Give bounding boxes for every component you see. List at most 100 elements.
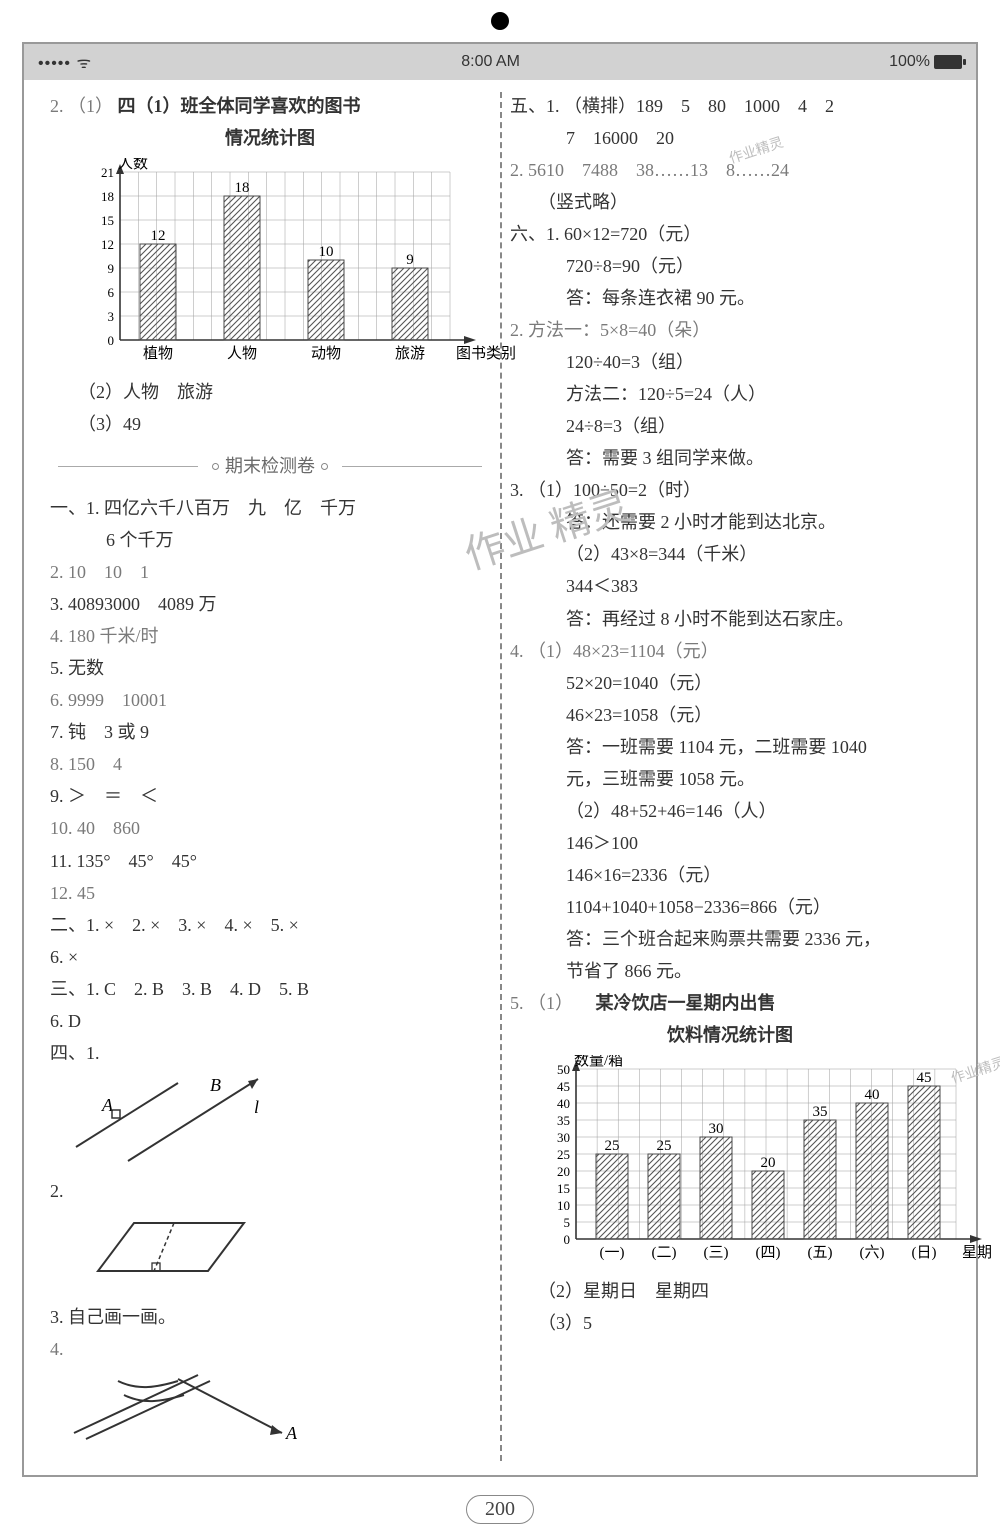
svg-text:25: 25: [557, 1147, 570, 1162]
s6-1a: 六、1. 60×12=720（元）: [510, 218, 950, 250]
svg-text:9: 9: [406, 252, 414, 268]
svg-text:25: 25: [657, 1138, 672, 1154]
battery-text: 100%: [889, 53, 930, 71]
svg-text:50: 50: [557, 1062, 570, 1077]
s6-2e: 答：需要 3 组同学来做。: [510, 442, 950, 474]
svg-text:A: A: [285, 1423, 298, 1443]
chart2-bar-chart: 05101520253035404550数量/箱25(一)25(二)30(三)2…: [536, 1055, 950, 1271]
geometry-fig-2: [58, 1209, 490, 1299]
svg-text:45: 45: [917, 1070, 932, 1086]
s6-3e: 答：再经过 8 小时不能到达石家庄。: [510, 603, 950, 635]
s1-5: 5. 无数: [50, 652, 490, 684]
svg-text:(六): (六): [860, 1244, 885, 1261]
chart1-bar-chart: 036912151821人数12植物18人物10动物9旅游图书类别: [76, 158, 490, 372]
svg-text:45: 45: [557, 1079, 570, 1094]
s4-2: 2.: [50, 1175, 490, 1207]
svg-text:10: 10: [557, 1198, 570, 1213]
s3-6: 6. D: [50, 1005, 490, 1037]
svg-text:21: 21: [101, 165, 114, 180]
s6-3d: 344＜383: [510, 570, 950, 602]
q2-3: （3）49: [50, 408, 490, 440]
section-title-text: 期末检测卷: [225, 450, 315, 482]
s2: 二、1. × 2. × 3. × 4. × 5. ×: [50, 909, 490, 941]
svg-text:0: 0: [108, 333, 115, 348]
geometry-fig-4: A: [58, 1367, 490, 1455]
s1-12: 12. 45: [50, 877, 490, 909]
s6-2c: 方法二：120÷5=24（人）: [510, 378, 950, 410]
geometry-fig-1: A B l: [58, 1071, 490, 1173]
s2-6: 6. ×: [50, 941, 490, 973]
section-divider-title: 期末检测卷: [50, 450, 490, 482]
q2-1-title: 2. （1） 四（1）班全体同学喜欢的图书: [50, 90, 490, 122]
svg-text:12: 12: [151, 228, 166, 244]
s6-2b: 120÷40=3（组）: [510, 346, 950, 378]
s6-5b: （2）星期日 星期四: [510, 1275, 950, 1307]
battery-icon: [934, 55, 962, 69]
s6-4f: 146＞100: [510, 827, 950, 859]
s6-3a: 3. （1）100÷50=2（时）: [510, 474, 950, 506]
clock: 8:00 AM: [461, 53, 520, 71]
svg-text:0: 0: [564, 1232, 571, 1247]
svg-text:15: 15: [101, 213, 114, 228]
battery-indicator: 100%: [889, 53, 962, 71]
s6-4h: 1104+1040+1058−2336=866（元）: [510, 891, 950, 923]
svg-text:6: 6: [108, 285, 115, 300]
s1-6: 6. 9999 10001: [50, 684, 490, 716]
svg-text:25: 25: [605, 1138, 620, 1154]
page-content: 作业 精灵 作业精灵 2. （1） 四（1）班全体同学喜欢的图书 情况统计图 0…: [24, 80, 976, 1475]
s6-2a: 2. 方法一：5×8=40（朵）: [510, 314, 950, 346]
s1-3: 3. 40893000 4089 万: [50, 588, 490, 620]
s1-2: 2. 10 10 1: [50, 556, 490, 588]
svg-text:人数: 人数: [118, 158, 148, 172]
s6-4g: 146×16=2336（元）: [510, 859, 950, 891]
svg-text:9: 9: [108, 261, 115, 276]
svg-text:30: 30: [709, 1121, 724, 1137]
s6-4j: 节省了 866 元。: [510, 955, 950, 987]
svg-text:15: 15: [557, 1181, 570, 1196]
status-bar: ••••• ᯤ 8:00 AM 100%: [24, 44, 976, 80]
s6-4d2: 元，三班需要 1058 元。: [510, 763, 950, 795]
svg-text:星期: 星期: [962, 1244, 992, 1261]
s3: 三、1. C 2. B 3. B 4. D 5. B: [50, 973, 490, 1005]
page-footer: 200: [0, 1495, 1000, 1524]
svg-text:40: 40: [865, 1087, 880, 1103]
svg-text:12: 12: [101, 237, 114, 252]
s6-1b: 720÷8=90（元）: [510, 250, 950, 282]
s1-1b: 6 个千万: [50, 524, 490, 556]
s5-2b: （竖式略）: [510, 186, 950, 218]
s5-1: 五、1. （横排）189 5 80 1000 4 2: [510, 90, 950, 122]
chart2-title-line1: 某冷饮店一星期内出售: [596, 993, 776, 1013]
s1-9: 9. ＞ ＝ ＜: [50, 780, 490, 812]
s6-3b: 答：还需要 2 小时才能到达北京。: [510, 506, 950, 538]
s6-4d: 答：一班需要 1104 元，二班需要 1040: [510, 731, 950, 763]
signal-indicator: ••••• ᯤ: [38, 51, 92, 73]
s6-5c: （3）5: [510, 1307, 950, 1339]
svg-text:(四): (四): [756, 1245, 781, 1261]
svg-text:图书类别: 图书类别: [456, 345, 516, 362]
svg-text:40: 40: [557, 1096, 570, 1111]
q2-1-num: 2. （1）: [50, 96, 113, 116]
svg-text:旅游: 旅游: [395, 345, 425, 362]
chart1-title-line1: 四（1）班全体同学喜欢的图书: [118, 96, 361, 116]
s4: 四、1.: [50, 1037, 490, 1069]
page-number: 200: [466, 1495, 534, 1524]
svg-text:(一): (一): [600, 1245, 625, 1261]
s6-3c: （2）43×8=344（千米）: [510, 538, 950, 570]
chart1-title-line2: 情况统计图: [50, 122, 490, 154]
s6-2d: 24÷8=3（组）: [510, 410, 950, 442]
svg-text:(日): (日): [912, 1245, 937, 1261]
s5-1b: 7 16000 20: [510, 122, 950, 154]
chart2-title-line2: 饮料情况统计图: [510, 1019, 950, 1051]
svg-text:35: 35: [813, 1104, 828, 1120]
svg-text:(三): (三): [704, 1245, 729, 1261]
svg-text:35: 35: [557, 1113, 570, 1128]
s6-4e: （2）48+52+46=146（人）: [510, 795, 950, 827]
s4-4: 4.: [50, 1333, 490, 1365]
right-column: 五、1. （横排）189 5 80 1000 4 2 7 16000 20 2.…: [500, 90, 960, 1457]
svg-text:数量/箱: 数量/箱: [574, 1055, 623, 1069]
q2-2: （2）人物 旅游: [50, 376, 490, 408]
svg-text:20: 20: [761, 1155, 776, 1171]
svg-text:植物: 植物: [143, 345, 173, 362]
s1-10: 10. 40 860: [50, 812, 490, 844]
svg-text:18: 18: [101, 189, 114, 204]
